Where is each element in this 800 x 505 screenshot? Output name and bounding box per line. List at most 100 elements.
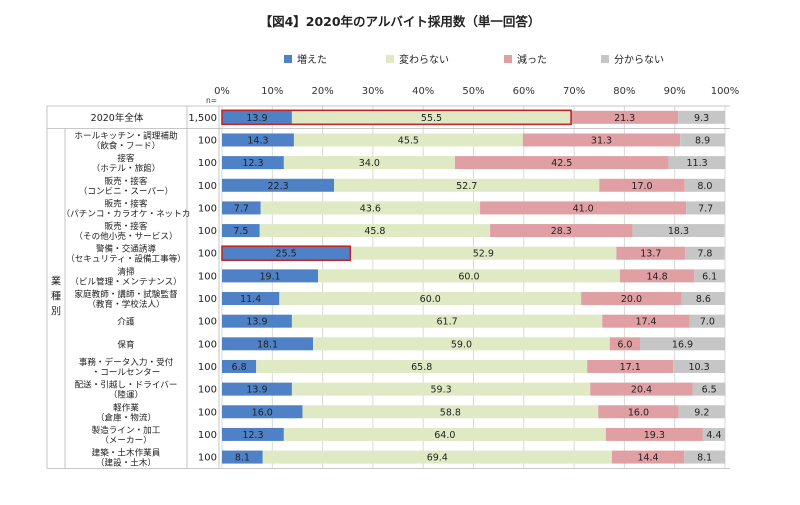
legend: 増えた 変わらない 減った 分からない: [284, 53, 664, 66]
bar-segment-unknown: [694, 269, 725, 283]
category-label: 製造ライン・加工: [92, 424, 161, 436]
data-label-decrease: 41.0: [573, 203, 594, 214]
data-label-decrease: 42.5: [551, 158, 572, 169]
data-label-increase: 13.9: [246, 385, 267, 396]
data-label-unchanged: 55.5: [421, 113, 442, 124]
chart-row: 販売・接客（パチンコ・カラオケ・ネットカ 100 7.7 43.6 41.0 7.7: [62, 197, 725, 219]
bar-segment-increase: [222, 201, 261, 215]
data-label-unchanged: 45.8: [364, 226, 385, 237]
category-label: （メーカー）: [100, 435, 152, 446]
x-tick-label: 100%: [711, 86, 740, 97]
category-label: 販売・接客: [105, 197, 148, 209]
bar-segment-decrease: [454, 156, 669, 170]
x-tick-label: 10%: [261, 86, 283, 97]
bar-segment-unknown: [692, 382, 726, 396]
x-tick-label: 80%: [613, 86, 635, 97]
data-label-increase: 22.3: [268, 181, 289, 192]
data-label-unchanged: 64.0: [434, 430, 455, 441]
bar-segment-decrease: [581, 292, 682, 306]
category-label: 清掃: [117, 265, 135, 277]
sample-size: 100: [198, 135, 217, 146]
data-label-increase: 7.5: [233, 226, 248, 237]
sample-size: 100: [198, 385, 217, 396]
data-label-unchanged: 65.8: [411, 362, 432, 373]
data-label-unknown: 11.3: [687, 158, 708, 169]
category-label: （陸運）: [109, 389, 143, 401]
bar-segment-unchanged: [259, 224, 491, 238]
sample-size: 100: [198, 339, 217, 350]
data-label-unchanged: 45.5: [398, 135, 419, 146]
bar-segment-increase: [222, 110, 292, 124]
chart-row: 建築・土木作業員（建設・土木） 100 8.1 69.4 14.4 8.1: [92, 447, 725, 469]
data-label-unchanged: 59.0: [451, 339, 472, 350]
x-tick-label: 0%: [214, 86, 230, 97]
category-label: 2020年全体: [91, 112, 144, 124]
bar-segment-decrease: [599, 178, 685, 192]
data-label-increase: 13.9: [246, 317, 267, 328]
sample-size: 100: [198, 203, 217, 214]
chart-row: 保育 100 18.1 59.0 6.0 16.9: [117, 337, 725, 351]
legend-swatch-unknown: [601, 55, 609, 63]
category-label: 家庭教師・講師・試験監督: [74, 288, 178, 300]
x-tick-label: 50%: [462, 86, 484, 97]
bar-segment-decrease: [480, 201, 687, 215]
bar-segment-increase: [222, 337, 314, 351]
bar-segment-decrease: [602, 314, 690, 328]
data-label-decrease: 17.1: [620, 362, 641, 373]
bar-segment-increase: [222, 269, 319, 283]
bar-segment-increase: [222, 292, 280, 306]
data-label-increase: 8.1: [235, 453, 250, 464]
data-label-unknown: 8.9: [695, 135, 710, 146]
data-label-decrease: 19.3: [644, 430, 665, 441]
data-label-unknown: 6.5: [702, 385, 717, 396]
bar-segment-unchanged: [293, 133, 523, 147]
sample-size: 100: [198, 430, 217, 441]
legend-label-decrease: 減った: [517, 53, 547, 66]
data-label-unchanged: 60.0: [458, 271, 479, 282]
data-label-increase: 11.4: [240, 294, 261, 305]
data-label-unknown: 7.8: [697, 249, 712, 260]
bar-segment-unknown: [678, 405, 725, 419]
bar-segment-increase: [222, 450, 263, 464]
chart-row: 介護 100 13.9 61.7 17.4 7.0: [117, 314, 725, 328]
highlight-box: [221, 109, 572, 126]
data-label-decrease: 17.4: [635, 317, 656, 328]
x-tick-label: 60%: [513, 86, 535, 97]
data-label-increase: 6.8: [232, 362, 247, 373]
data-label-decrease: 13.7: [640, 249, 661, 260]
bar-segment-decrease: [490, 224, 633, 238]
bar-segment-increase: [222, 224, 260, 238]
bar-segment-unchanged: [291, 110, 572, 124]
data-label-unchanged: 43.6: [360, 203, 381, 214]
data-label-unchanged: 52.9: [473, 249, 494, 260]
data-label-decrease: 28.3: [551, 226, 572, 237]
bar-segment-unknown: [689, 314, 725, 328]
category-label: ・コールセンター: [92, 367, 161, 378]
data-label-unknown: 9.3: [694, 113, 709, 124]
group-label-char: 種: [51, 290, 61, 303]
category-label: 販売・接客: [105, 220, 148, 232]
x-tick-label: 70%: [563, 86, 585, 97]
chart-title: 【図4】2020年のアルバイト採用数（単一回答）: [260, 14, 541, 29]
bar-segment-unchanged: [334, 178, 600, 192]
bar-segment-unchanged: [256, 359, 588, 373]
bar-segment-decrease: [619, 269, 695, 283]
highlight-box: [221, 245, 352, 262]
sample-size: 1,500: [188, 113, 217, 124]
category-label: 建築・土木作業員: [92, 447, 161, 459]
sample-size: 100: [198, 249, 217, 260]
category-label: 配送・引越し・ドライバー: [75, 379, 178, 391]
bar-segment-decrease: [587, 359, 674, 373]
data-label-decrease: 20.4: [631, 385, 652, 396]
category-label: 接客: [117, 152, 135, 164]
bar-segment-unknown: [684, 450, 725, 464]
category-table-lines: [46, 105, 730, 469]
bar-segment-decrease: [590, 382, 693, 396]
data-label-decrease: 6.0: [617, 339, 632, 350]
data-label-unknown: 18.3: [668, 226, 689, 237]
data-label-decrease: 21.3: [614, 113, 635, 124]
bar-segment-unchanged: [313, 337, 610, 351]
category-label: （セキュリティ・設備工事等）: [66, 253, 186, 265]
x-axis: 0% 10% 20% 30% 40% 50% 60% 70% 80% 90% 100% n=: [206, 86, 739, 105]
bar-segment-increase: [222, 133, 294, 147]
